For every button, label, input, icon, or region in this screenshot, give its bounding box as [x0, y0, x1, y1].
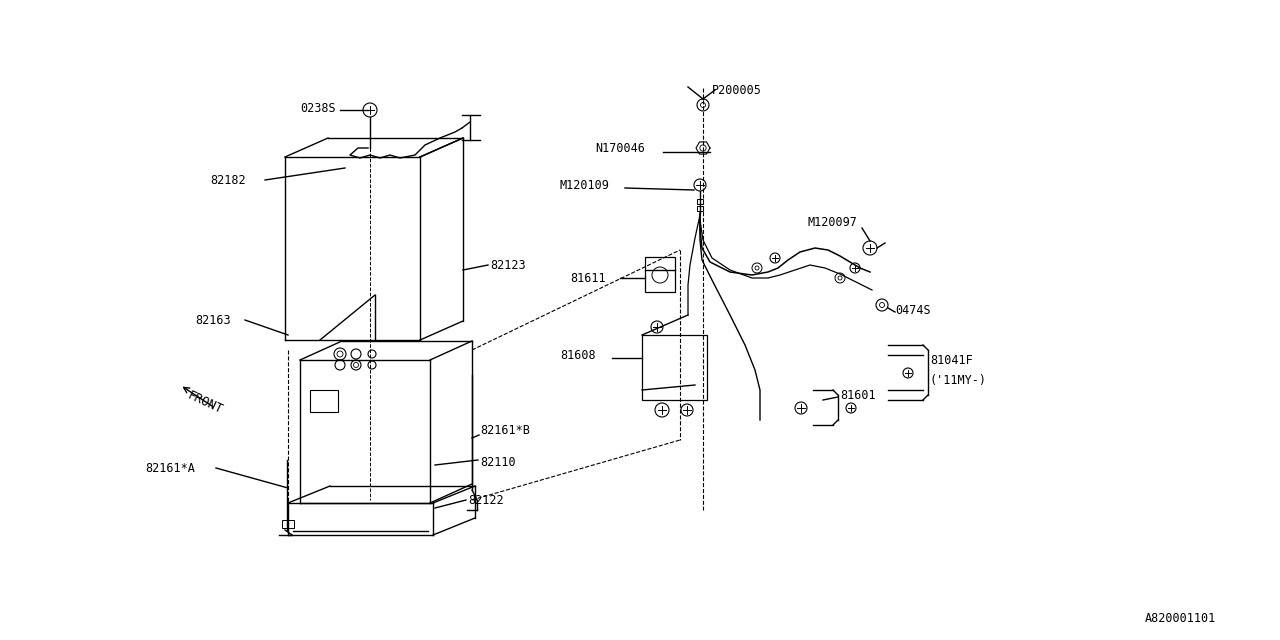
Text: 0474S: 0474S	[895, 303, 931, 317]
Text: 0238S: 0238S	[300, 102, 335, 115]
Bar	[645, 257, 675, 292]
Text: A820001101: A820001101	[1146, 611, 1216, 625]
Text: 82122: 82122	[468, 493, 503, 506]
Text: FRONT: FRONT	[186, 389, 224, 417]
Text: 81608: 81608	[561, 349, 595, 362]
Text: P200005: P200005	[712, 83, 762, 97]
Text: M120097: M120097	[808, 216, 858, 228]
Text: ('11MY-): ('11MY-)	[931, 374, 987, 387]
Bar	[282, 520, 294, 528]
Text: 82182: 82182	[210, 173, 246, 186]
Bar	[643, 335, 707, 400]
Text: M120109: M120109	[561, 179, 609, 191]
Text: 81041F: 81041F	[931, 353, 973, 367]
Bar	[310, 390, 338, 412]
Bar	[698, 206, 703, 211]
Text: 82161*A: 82161*A	[145, 461, 195, 474]
Text: 82161*B: 82161*B	[480, 424, 530, 436]
Text: 82110: 82110	[480, 456, 516, 468]
Text: 82163: 82163	[195, 314, 230, 326]
Bar	[698, 199, 703, 204]
Text: 81601: 81601	[840, 388, 876, 401]
Text: N170046: N170046	[595, 141, 645, 154]
Text: 81611: 81611	[570, 271, 605, 285]
Text: 82123: 82123	[490, 259, 526, 271]
